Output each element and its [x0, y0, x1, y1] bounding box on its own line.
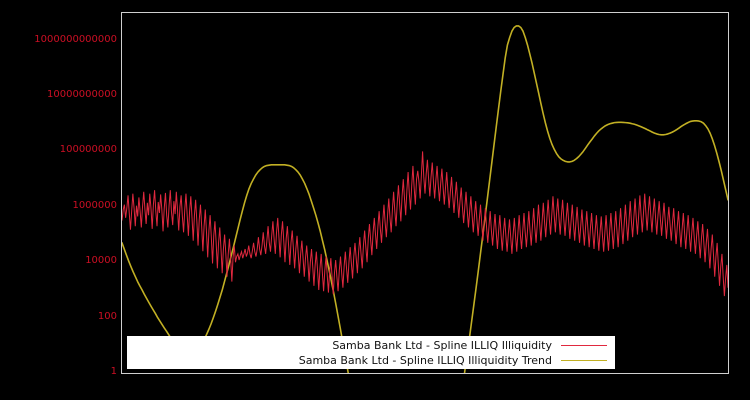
y-axis-tick-labels: 1 100 10000 1000000 100000000 10000000000 1000…	[0, 0, 117, 400]
y-tick-label: 1000000	[72, 199, 117, 211]
y-tick-label: 10000000000	[47, 89, 117, 101]
legend-swatch-illiquidity-trend	[561, 359, 607, 361]
chart-legend: Samba Bank Ltd - Spline ILLIQ Illiquidit…	[127, 336, 615, 369]
legend-swatch-illiquidity	[561, 344, 607, 346]
y-tick-label: 1000000000000	[34, 33, 117, 45]
legend-item-illiquidity: Samba Bank Ltd - Spline ILLIQ Illiquidit…	[127, 338, 615, 353]
illiquidity-line	[122, 151, 728, 297]
y-tick-label: 10000	[85, 255, 117, 267]
series-canvas	[122, 25, 728, 373]
plot-area	[121, 12, 729, 374]
y-tick-label: 100000000	[59, 144, 117, 156]
legend-item-illiquidity-trend: Samba Bank Ltd - Spline ILLIQ Illiquidit…	[127, 353, 615, 368]
y-tick-label: 1	[110, 366, 117, 377]
illiquidity-trend-line	[122, 25, 728, 373]
legend-label-illiquidity-trend: Samba Bank Ltd - Spline ILLIQ Illiquidit…	[298, 353, 552, 367]
legend-label-illiquidity: Samba Bank Ltd - Spline ILLIQ Illiquidit…	[332, 338, 552, 352]
y-tick-label: 100	[97, 310, 117, 322]
